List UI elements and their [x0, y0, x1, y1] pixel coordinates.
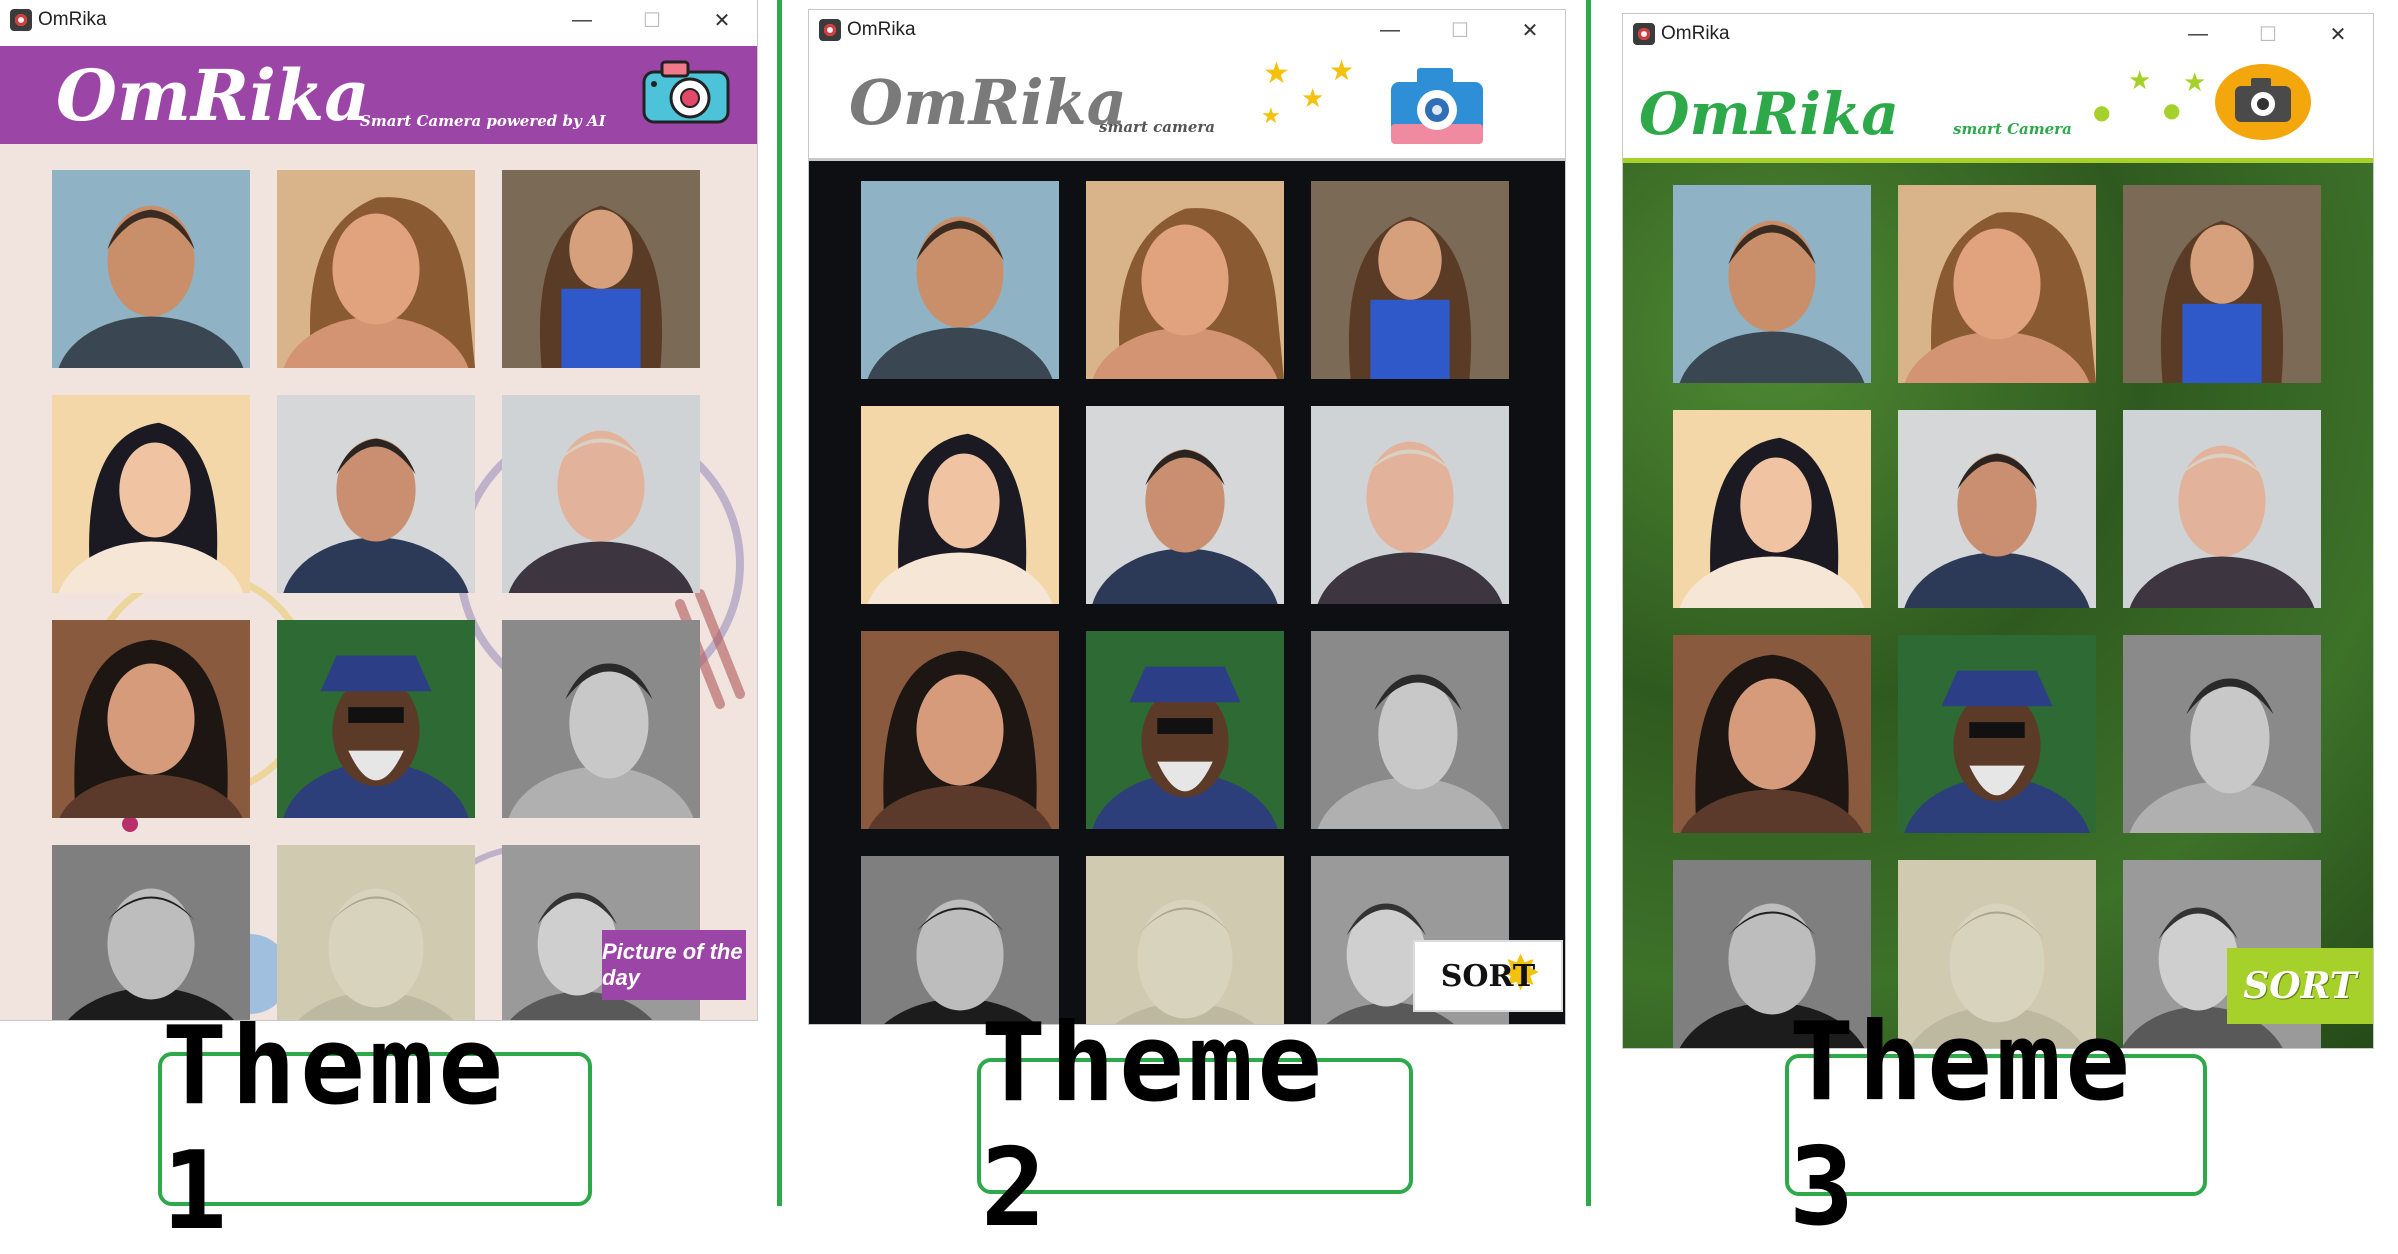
star-icon: ★ — [2128, 66, 2152, 96]
logo-text: OmRika — [849, 66, 1127, 139]
photo-tile[interactable] — [277, 170, 475, 368]
photo-grid — [1673, 185, 2323, 1048]
photo-tile[interactable] — [861, 406, 1059, 604]
theme-2-window: OmRika — ☐ ✕ OmRika smart camera ★ ★ ★ ★ — [809, 10, 1565, 1024]
theme-1-window: OmRika — ☐ ✕ OmRika Smart Camera powered… — [0, 0, 757, 1020]
tagline: smart Camera — [1953, 120, 2072, 138]
camera-button[interactable] — [640, 60, 732, 126]
maximize-button[interactable]: ☐ — [1451, 19, 1469, 42]
star-icon: ★ — [1263, 56, 1290, 91]
logo-text: OmRika — [56, 54, 370, 137]
theme-divider-1 — [777, 0, 782, 1206]
photo-tile[interactable] — [1898, 635, 2096, 833]
theme-1-caption-text: Theme 1 — [162, 1004, 508, 1254]
sort-label: SORT — [1440, 958, 1536, 994]
theme-3-window: OmRika — ☐ ✕ OmRika smart Camera ● ★ ● ★ — [1623, 14, 2373, 1048]
theme-divider-2 — [1586, 0, 1591, 1206]
window-title: OmRika — [847, 19, 916, 40]
app-icon — [1633, 23, 1655, 45]
photo-tile[interactable] — [861, 856, 1059, 1024]
photo-tile[interactable] — [52, 395, 250, 593]
title-bar[interactable]: OmRika — ☐ ✕ — [1623, 14, 2373, 54]
app-header: OmRika smart camera ★ ★ ★ ★ — [809, 54, 1565, 161]
camera-button[interactable] — [1387, 64, 1487, 152]
photo-tile[interactable] — [502, 170, 700, 368]
maximize-button[interactable]: ☐ — [2259, 23, 2277, 46]
photo-tile[interactable] — [1898, 410, 2096, 608]
theme-3-caption: Theme 3 — [1785, 1000, 2207, 1250]
star-icon: ★ — [1329, 54, 1355, 87]
close-button[interactable]: ✕ — [713, 9, 731, 32]
app-icon — [10, 9, 32, 31]
photo-tile[interactable] — [1086, 181, 1284, 379]
photo-tile[interactable] — [1673, 185, 1871, 383]
photo-tile[interactable] — [502, 620, 700, 818]
sort-label: SORT — [2243, 965, 2357, 1007]
minimize-button[interactable]: — — [572, 8, 592, 31]
theme-2-caption-text: Theme 2 — [981, 1001, 1327, 1251]
logo-text: OmRika — [1639, 80, 1899, 148]
tagline: smart camera — [1099, 118, 1215, 136]
photo-tile[interactable] — [2123, 635, 2321, 833]
photo-tile[interactable] — [1086, 856, 1284, 1024]
photo-tile[interactable] — [277, 845, 475, 1020]
photo-tile[interactable] — [861, 631, 1059, 829]
photo-tile[interactable] — [1898, 860, 2096, 1048]
minimize-button[interactable]: — — [2188, 22, 2208, 45]
theme-2-caption: Theme 2 — [977, 1001, 1413, 1251]
star-icon: ● — [2163, 98, 2181, 122]
app-icon — [819, 19, 841, 41]
photo-tile[interactable] — [1673, 635, 1871, 833]
photo-grid — [861, 181, 1511, 1024]
close-button[interactable]: ✕ — [1521, 19, 1539, 42]
star-icon: ● — [2093, 100, 2111, 124]
camera-icon — [1391, 68, 1483, 144]
sort-button[interactable]: ✸ SORT — [1413, 940, 1563, 1012]
star-icon: ★ — [2183, 68, 2207, 98]
photo-tile[interactable] — [1673, 860, 1871, 1048]
photo-tile[interactable] — [861, 181, 1059, 379]
photo-tile[interactable] — [1311, 631, 1509, 829]
camera-button[interactable] — [2213, 62, 2313, 142]
photo-tile[interactable] — [1311, 181, 1509, 379]
theme-3-caption-text: Theme 3 — [1789, 1000, 2135, 1250]
star-icon: ★ — [1301, 84, 1325, 114]
photo-tile[interactable] — [2123, 185, 2321, 383]
photo-tile[interactable] — [1673, 410, 1871, 608]
photo-tile[interactable] — [1311, 406, 1509, 604]
photo-tile[interactable] — [277, 620, 475, 818]
camera-icon — [2215, 64, 2311, 140]
minimize-button[interactable]: — — [1380, 18, 1400, 41]
app-header: OmRika smart Camera ● ★ ● ★ — [1623, 58, 2373, 163]
photo-tile[interactable] — [1898, 185, 2096, 383]
photo-tile[interactable] — [52, 170, 250, 368]
sort-star-icon: ✸ — [1502, 948, 1539, 999]
photo-tile[interactable] — [52, 845, 250, 1020]
title-bar[interactable]: OmRika — ☐ ✕ — [809, 10, 1565, 50]
photo-tile[interactable] — [1086, 631, 1284, 829]
window-title: OmRika — [1661, 23, 1730, 44]
photo-tile[interactable] — [502, 395, 700, 593]
photo-tile[interactable] — [1086, 406, 1284, 604]
picture-of-the-day-button[interactable]: Picture of the day — [602, 930, 746, 1000]
photo-tile[interactable] — [52, 620, 250, 818]
theme-1-caption: Theme 1 — [158, 1004, 592, 1254]
star-icon: ★ — [1261, 104, 1281, 129]
photo-tile[interactable] — [277, 395, 475, 593]
photo-tile[interactable] — [2123, 410, 2321, 608]
sort-button[interactable]: SORT — [2227, 948, 2373, 1024]
camera-icon — [642, 60, 730, 124]
maximize-button[interactable]: ☐ — [643, 9, 661, 32]
photo-grid — [52, 170, 702, 1020]
window-title: OmRika — [38, 9, 107, 30]
title-bar[interactable]: OmRika — ☐ ✕ — [0, 0, 757, 40]
app-header: OmRika Smart Camera powered by AI — [0, 46, 757, 144]
close-button[interactable]: ✕ — [2329, 23, 2347, 46]
tagline: Smart Camera powered by AI — [360, 112, 606, 130]
